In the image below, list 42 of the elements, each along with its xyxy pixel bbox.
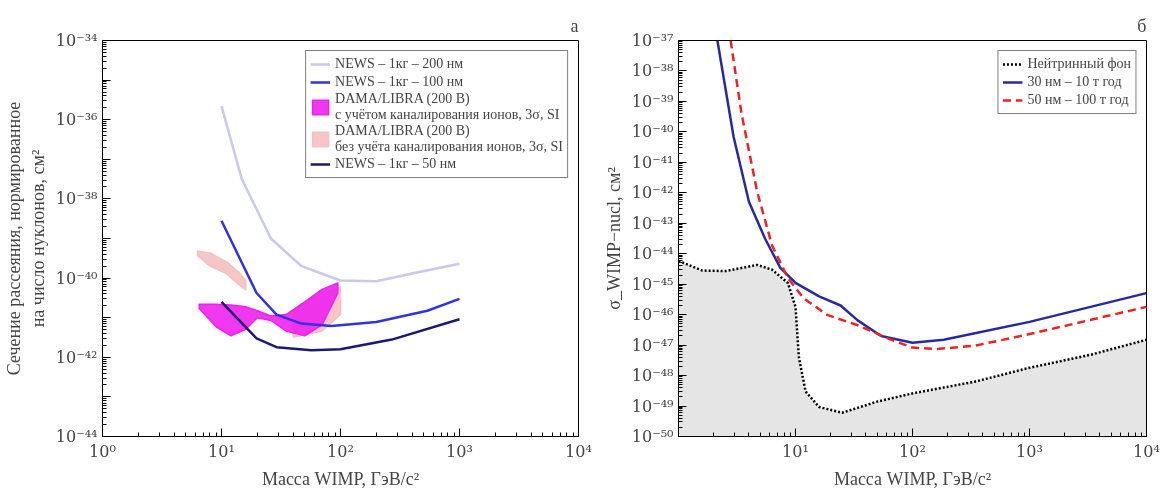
y-tick-label: 10⁻⁴⁶: [631, 305, 674, 325]
y-tick-label: 10⁻⁴⁰: [631, 122, 674, 142]
y-tick-label: 10⁻⁴²: [631, 183, 674, 203]
y-tick-label: 10⁻⁴⁴: [631, 244, 674, 264]
y-tick-label: 10⁻⁴⁹: [631, 396, 675, 416]
legend-label: 50 нм – 100 т год: [1027, 92, 1129, 108]
x-tick-label: 10⁴: [565, 441, 592, 461]
legend-label: DAMA/LIBRA (200 В) с учётом каналирования ионов, 3σ, SI: [335, 91, 560, 123]
y-axis-title: Сечение рассеяния, нормированное на число нуклонов, см²: [3, 101, 48, 376]
y-tick-label: 10⁻³⁴: [55, 31, 98, 50]
x-axis-title: Масса WIMP, ГэВ/c²: [261, 468, 420, 489]
legend-label: 30 нм – 10 т год: [1027, 74, 1122, 90]
legend-label: NEWS – 1кг – 200 нм: [335, 56, 464, 72]
x-tick-label: 10³: [1016, 441, 1043, 461]
x-tick-label: 10²: [327, 441, 354, 461]
y-tick-label: 10⁻⁴²: [55, 347, 98, 367]
x-tick-label: 10⁰: [89, 441, 116, 461]
x-axis-title: Масса WIMP, ГэВ/c²: [833, 468, 992, 489]
y-axis-title: σ_WIMP−nucl, см²: [603, 167, 624, 310]
y-tick-label: 10⁻³⁷: [631, 31, 674, 50]
x-tick-label: 10¹: [782, 441, 809, 461]
legend-label: NEWS – 1кг – 50 нм: [335, 156, 457, 172]
y-tick-label: 10⁻⁴⁸: [631, 366, 674, 386]
y-tick-label: 10⁻³⁹: [631, 91, 675, 111]
chart-title: а: [570, 15, 579, 36]
y-tick-label: 10⁻³⁶: [55, 110, 98, 130]
chart-title: б: [1137, 15, 1147, 36]
x-tick-label: 10²: [899, 441, 926, 461]
y-tick-label: 10⁻³⁸: [55, 189, 98, 209]
legend-label: DAMA/LIBRA (200 В) без учёта каналирования ионов, 3σ, SI: [335, 123, 563, 155]
x-tick-label: 10⁴: [1133, 441, 1160, 461]
y-tick-label: 10⁻⁴⁵: [631, 274, 674, 294]
y-tick-label: 10⁻⁴⁷: [631, 335, 674, 355]
legend-label: Нейтринный фон: [1027, 56, 1131, 72]
y-tick-label: 10⁻⁴⁰: [55, 268, 98, 288]
y-tick-label: 10⁻⁴¹: [631, 152, 674, 172]
legend-label: NEWS – 1кг – 100 нм: [335, 74, 464, 90]
x-tick-label: 10³: [446, 441, 473, 461]
x-tick-label: 10¹: [208, 441, 235, 461]
y-tick-label: 10⁻⁵⁰: [631, 427, 674, 446]
y-tick-label: 10⁻³⁸: [631, 61, 674, 81]
y-tick-label: 10⁻⁴³: [631, 213, 674, 233]
